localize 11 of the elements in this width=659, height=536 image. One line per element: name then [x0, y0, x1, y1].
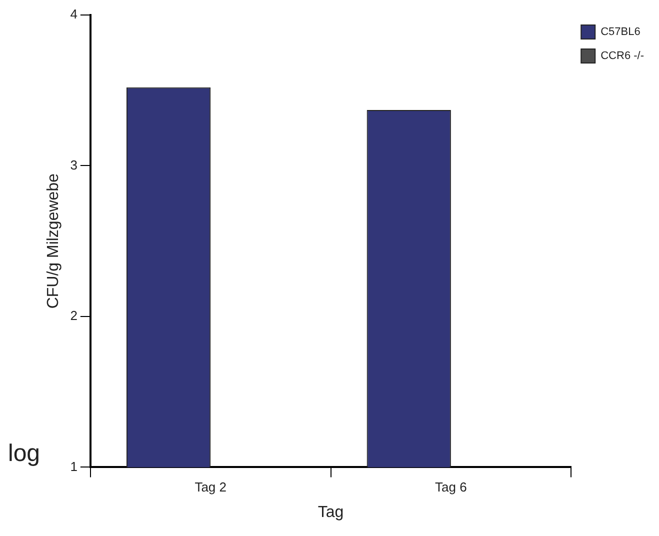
text: log: [8, 440, 40, 468]
y-tick-label: 1: [70, 458, 78, 474]
x-axis-title: Tag: [318, 504, 344, 521]
x-tick-label: Tag 2: [194, 480, 227, 495]
y-tick-label: 2: [70, 308, 78, 324]
y-tick-label: 4: [70, 6, 78, 22]
legend-label: C57BL6: [600, 26, 640, 38]
legend-label: CCR6 -/-: [600, 50, 644, 62]
x-tick-label: Tag 6: [435, 480, 467, 495]
y-tick-label: 3: [70, 157, 78, 172]
y-axis-title: CFU/g Milzgewebe: [45, 173, 62, 309]
